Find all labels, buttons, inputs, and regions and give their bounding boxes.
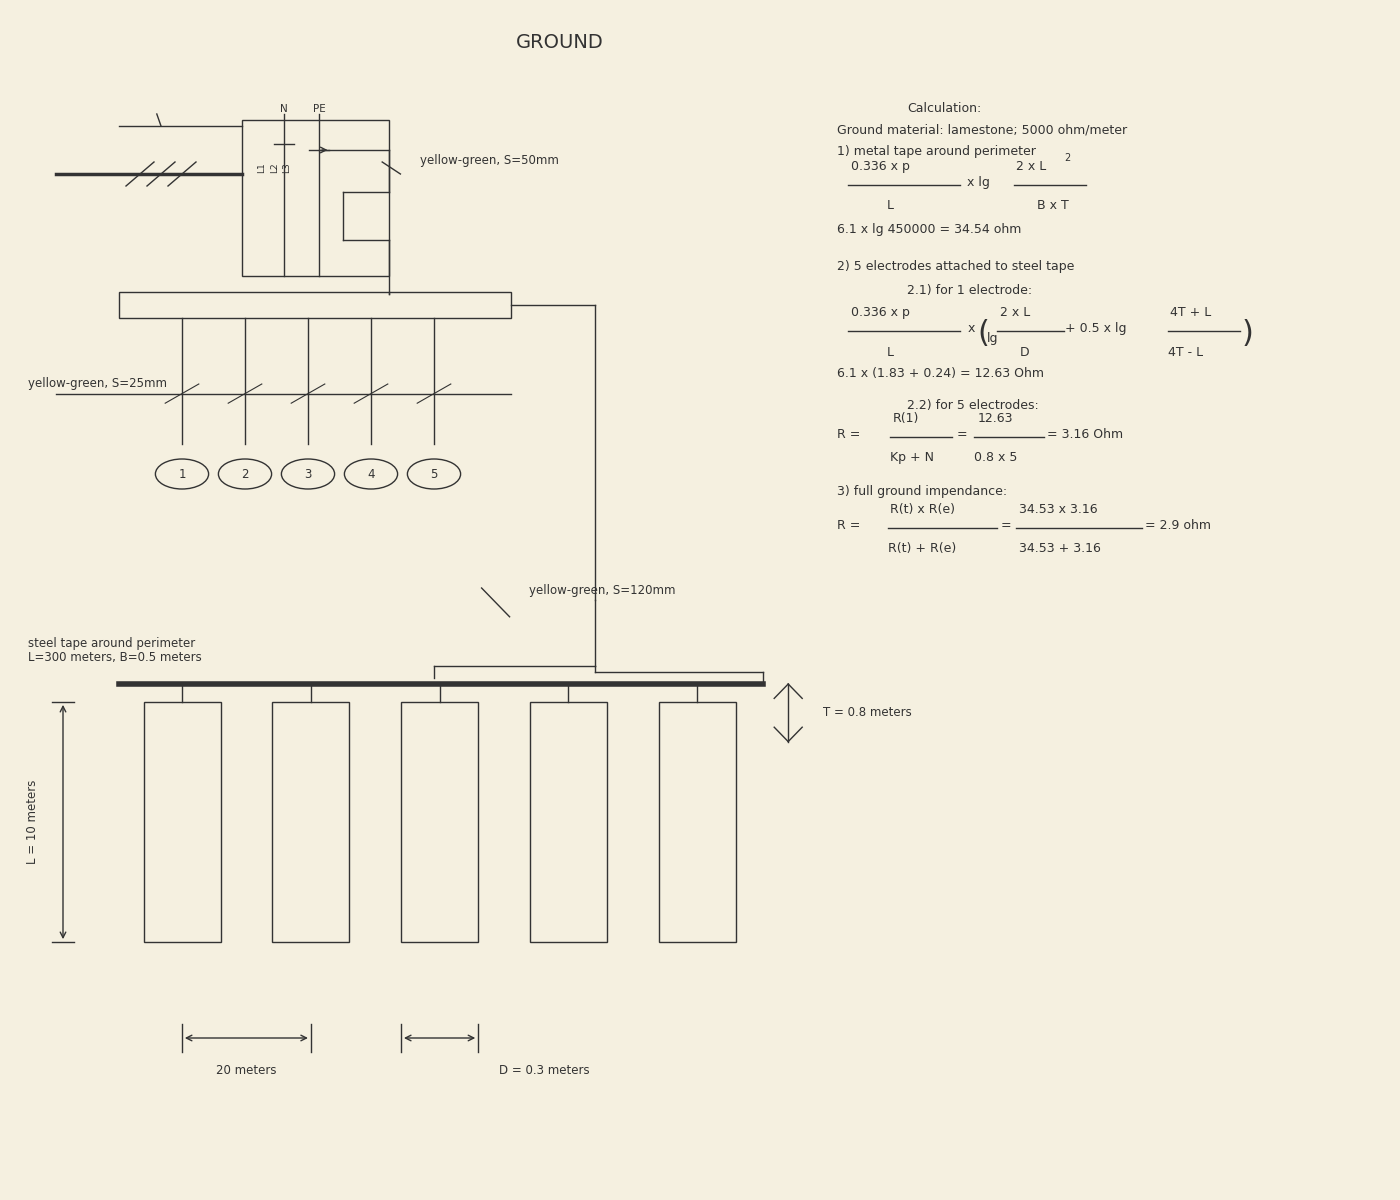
- Text: 4T + L: 4T + L: [1170, 306, 1211, 319]
- Text: L=300 meters, B=0.5 meters: L=300 meters, B=0.5 meters: [28, 650, 202, 664]
- Text: 2.1) for 1 electrode:: 2.1) for 1 electrode:: [907, 284, 1032, 296]
- Text: 2: 2: [1064, 154, 1070, 163]
- Text: L = 10 meters: L = 10 meters: [25, 780, 39, 864]
- Bar: [242, 120, 389, 276]
- Text: 6.1 x lg 450000 = 34.54 ohm: 6.1 x lg 450000 = 34.54 ohm: [837, 223, 1022, 236]
- Text: 3) full ground impendance:: 3) full ground impendance:: [837, 486, 1008, 498]
- Text: steel tape around perimeter: steel tape around perimeter: [28, 637, 195, 650]
- Text: GROUND: GROUND: [517, 32, 603, 52]
- Text: lg: lg: [987, 332, 998, 346]
- Text: PE: PE: [312, 104, 326, 114]
- Bar: [400, 702, 477, 942]
- Bar: [143, 702, 221, 942]
- Text: N: N: [280, 104, 288, 114]
- Bar: [119, 292, 511, 318]
- Text: R(t) x R(e): R(t) x R(e): [890, 503, 955, 516]
- Text: Kp + N: Kp + N: [890, 451, 934, 464]
- Text: 3: 3: [304, 468, 312, 480]
- Text: = 2.9 ohm: = 2.9 ohm: [1145, 520, 1211, 532]
- Text: 34.53 + 3.16: 34.53 + 3.16: [1019, 542, 1100, 556]
- Text: 2.2) for 5 electrodes:: 2.2) for 5 electrodes:: [907, 400, 1039, 412]
- Text: 2 x L: 2 x L: [1016, 160, 1047, 173]
- Bar: [529, 702, 608, 942]
- Text: yellow-green, S=25mm: yellow-green, S=25mm: [28, 377, 167, 390]
- Text: 0.336 x p: 0.336 x p: [851, 306, 910, 319]
- Text: x: x: [967, 323, 974, 335]
- Text: 20 meters: 20 meters: [216, 1064, 277, 1078]
- Text: R(t) + R(e): R(t) + R(e): [888, 542, 956, 556]
- Text: D = 0.3 meters: D = 0.3 meters: [500, 1064, 589, 1078]
- Text: 2) 5 electrodes attached to steel tape: 2) 5 electrodes attached to steel tape: [837, 260, 1075, 272]
- Text: yellow-green, S=120mm: yellow-green, S=120mm: [529, 584, 676, 596]
- Text: 1: 1: [178, 468, 186, 480]
- Text: 2: 2: [241, 468, 249, 480]
- Text: L3: L3: [283, 163, 291, 173]
- Text: 34.53 x 3.16: 34.53 x 3.16: [1019, 503, 1098, 516]
- Text: L: L: [888, 199, 893, 212]
- Text: 12.63: 12.63: [977, 412, 1012, 425]
- Text: Ground material: lamestone; 5000 ohm/meter: Ground material: lamestone; 5000 ohm/met…: [837, 124, 1127, 136]
- Text: R =: R =: [837, 520, 861, 532]
- Text: x lg: x lg: [967, 176, 990, 188]
- Text: R =: R =: [837, 428, 861, 440]
- Text: (: (: [977, 319, 988, 348]
- Bar: [272, 702, 350, 942]
- Text: 6.1 x (1.83 + 0.24) = 12.63 Ohm: 6.1 x (1.83 + 0.24) = 12.63 Ohm: [837, 367, 1044, 380]
- Text: 4T - L: 4T - L: [1168, 346, 1203, 359]
- Text: yellow-green, S=50mm: yellow-green, S=50mm: [420, 155, 559, 167]
- Text: = 3.16 Ohm: = 3.16 Ohm: [1047, 428, 1123, 440]
- Text: R(1): R(1): [893, 412, 920, 425]
- Text: L1: L1: [258, 163, 266, 173]
- Text: 2 x L: 2 x L: [1000, 306, 1030, 319]
- Text: 4: 4: [367, 468, 375, 480]
- Text: =: =: [1001, 520, 1012, 532]
- Text: 0.336 x p: 0.336 x p: [851, 160, 910, 173]
- Text: 1) metal tape around perimeter: 1) metal tape around perimeter: [837, 145, 1036, 157]
- Text: T = 0.8 meters: T = 0.8 meters: [823, 707, 911, 719]
- Text: L: L: [888, 346, 893, 359]
- Text: B x T: B x T: [1037, 199, 1070, 212]
- Text: 0.8 x 5: 0.8 x 5: [974, 451, 1018, 464]
- Text: 5: 5: [430, 468, 438, 480]
- Text: =: =: [956, 428, 967, 440]
- Bar: [658, 702, 736, 942]
- Text: + 0.5 x lg: + 0.5 x lg: [1065, 323, 1127, 335]
- Text: D: D: [1021, 346, 1029, 359]
- Text: L2: L2: [270, 163, 279, 173]
- Text: Calculation:: Calculation:: [907, 102, 981, 114]
- Text: ): ): [1242, 319, 1253, 348]
